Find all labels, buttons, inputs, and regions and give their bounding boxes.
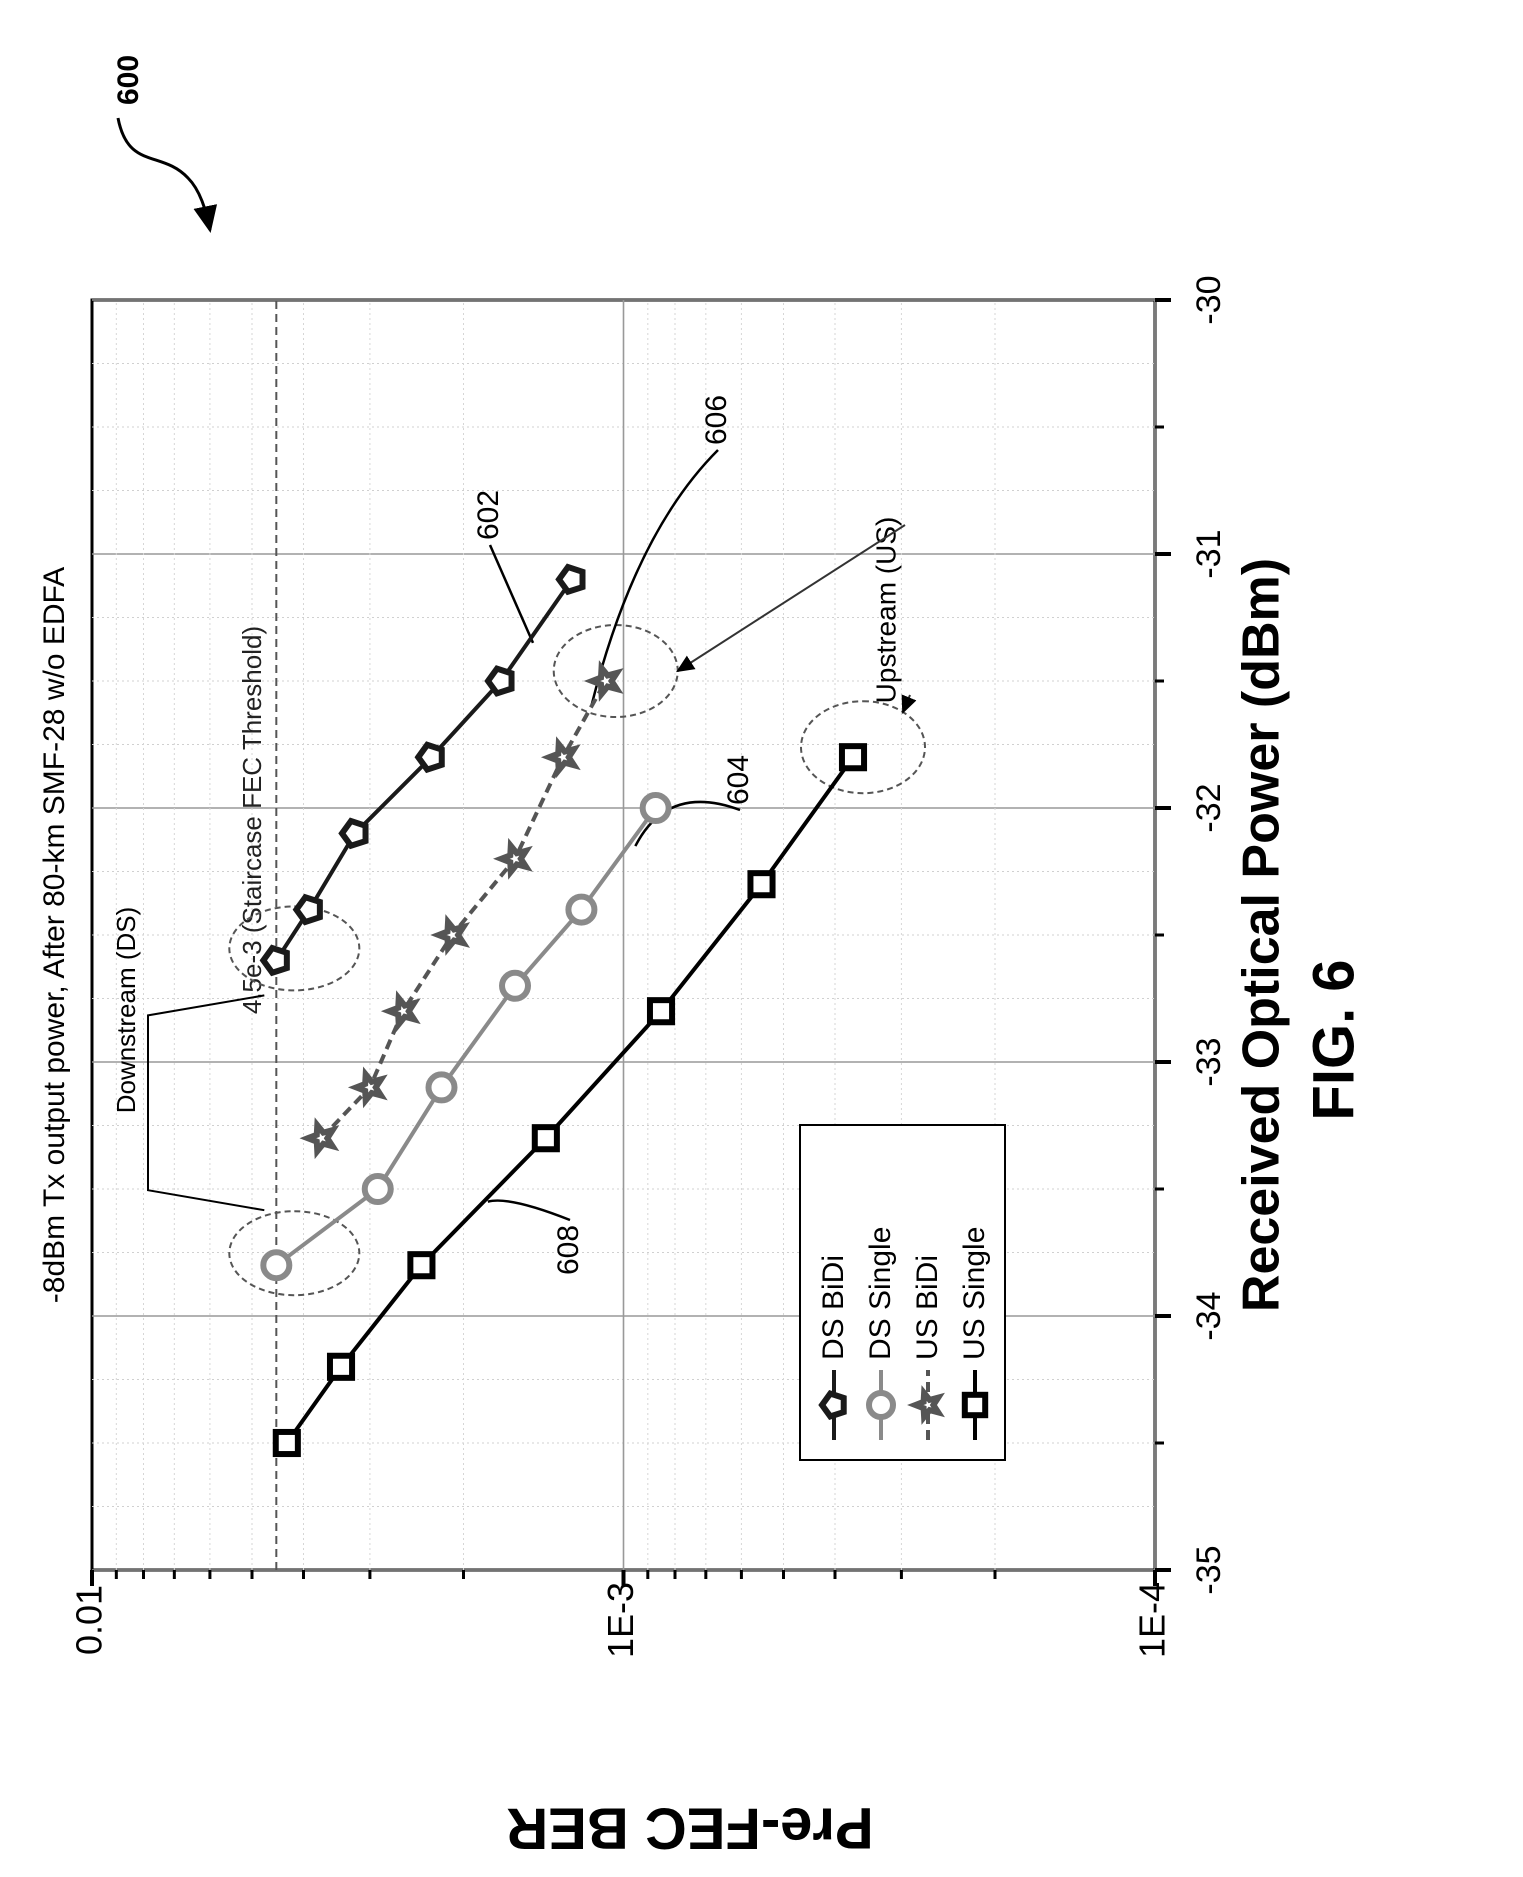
series-line	[275, 806, 658, 1267]
axes: -35 -34 -33 -32 -31 -30 0.01 1E-3 1E-4	[69, 275, 1228, 1658]
downstream-label: Downstream (DS)	[111, 907, 141, 1114]
reference-leader	[634, 800, 741, 847]
y-tick-label: 0.01	[69, 1585, 110, 1655]
ds-single-ellipse	[228, 1210, 361, 1297]
data-point	[414, 741, 445, 774]
reference-leader	[487, 1199, 571, 1222]
reference-label-608: 608	[552, 1225, 585, 1275]
data-point	[430, 914, 471, 956]
legend-label: US Single	[958, 1227, 991, 1360]
figure-caption: FIG. 6	[1301, 959, 1366, 1120]
y-axis-label: Pre-FEC BER	[506, 1796, 873, 1861]
data-point	[260, 1249, 293, 1282]
legend-label: DS Single	[864, 1227, 897, 1360]
y-tick-label: 1E-3	[600, 1582, 641, 1658]
chart: 4.5e-3 (Staircase FEC Threshold) Downstr…	[38, 275, 1291, 1658]
x-axis-label: Received Optical Power (dBm)	[1233, 558, 1291, 1312]
data-point	[499, 969, 532, 1002]
data-point	[646, 997, 676, 1026]
data-point	[484, 665, 515, 697]
series-ds-bidi	[259, 563, 586, 977]
data-point	[347, 1066, 388, 1109]
upstream-arrow-2	[901, 694, 917, 715]
x-tick-label: -30	[1190, 275, 1228, 324]
data-point	[380, 990, 421, 1033]
upstream-label: Upstream (US)	[870, 517, 901, 704]
x-tick-label: -35	[1190, 1545, 1228, 1594]
fec-threshold-label: 4.5e-3 (Staircase FEC Threshold)	[237, 626, 267, 1014]
upstream-arrow-1	[676, 524, 906, 673]
data-point	[407, 1251, 436, 1280]
figure-ref-arrow	[116, 117, 218, 233]
data-point	[272, 1428, 301, 1458]
data-point	[565, 893, 598, 926]
y-tick-label: 1E-4	[1132, 1582, 1173, 1658]
us-single-ellipse	[800, 700, 927, 795]
x-tick-label: -32	[1190, 783, 1228, 832]
x-tick-label: -34	[1190, 1291, 1228, 1340]
chart-title: -8dBm Tx output power, After 80-km SMF-2…	[38, 567, 71, 1303]
data-point	[555, 563, 586, 596]
data-point	[326, 1352, 356, 1381]
x-tick-label: -31	[1190, 529, 1228, 578]
reference-leader	[488, 544, 535, 644]
legend-box	[799, 1124, 1006, 1461]
data-point	[338, 817, 369, 850]
series-us-bidi	[299, 660, 624, 1160]
legend-marker	[907, 1385, 945, 1425]
downstream-bracket	[147, 994, 265, 1212]
series	[259, 563, 868, 1458]
data-point	[531, 1124, 560, 1153]
data-point	[259, 944, 290, 977]
legend-marker	[818, 1390, 847, 1420]
threshold: 4.5e-3 (Staircase FEC Threshold)	[237, 300, 278, 1570]
legend-label: US BiDi	[911, 1255, 944, 1360]
legend-marker	[866, 1390, 896, 1420]
data-point	[299, 1117, 340, 1160]
reference-label-602: 602	[472, 490, 505, 540]
series-line	[285, 756, 855, 1445]
legend: DS BiDi DS Single US BiDi US Single	[799, 1124, 1006, 1461]
reference-label-606: 606	[700, 395, 733, 445]
figure-ref-number: 600	[112, 55, 145, 105]
data-point	[425, 1071, 458, 1104]
data-point	[292, 893, 323, 926]
data-point	[493, 837, 533, 880]
series-us-single	[272, 743, 868, 1458]
data-point	[747, 870, 776, 899]
x-tick-label: -33	[1190, 1037, 1228, 1086]
data-point	[639, 792, 672, 824]
data-point	[361, 1173, 394, 1205]
reference-label-604: 604	[722, 755, 755, 805]
data-point	[838, 743, 868, 772]
annotations: Downstream (DS) Upstream (US) 602 604 606 608	[111, 395, 927, 1297]
data-point	[583, 660, 624, 702]
legend-label: DS BiDi	[817, 1255, 850, 1360]
data-point	[540, 736, 581, 779]
reference-leader	[590, 449, 719, 707]
series-ds-single	[260, 792, 672, 1282]
legend-marker	[961, 1391, 989, 1419]
ds-bidi-ellipse	[228, 905, 361, 992]
